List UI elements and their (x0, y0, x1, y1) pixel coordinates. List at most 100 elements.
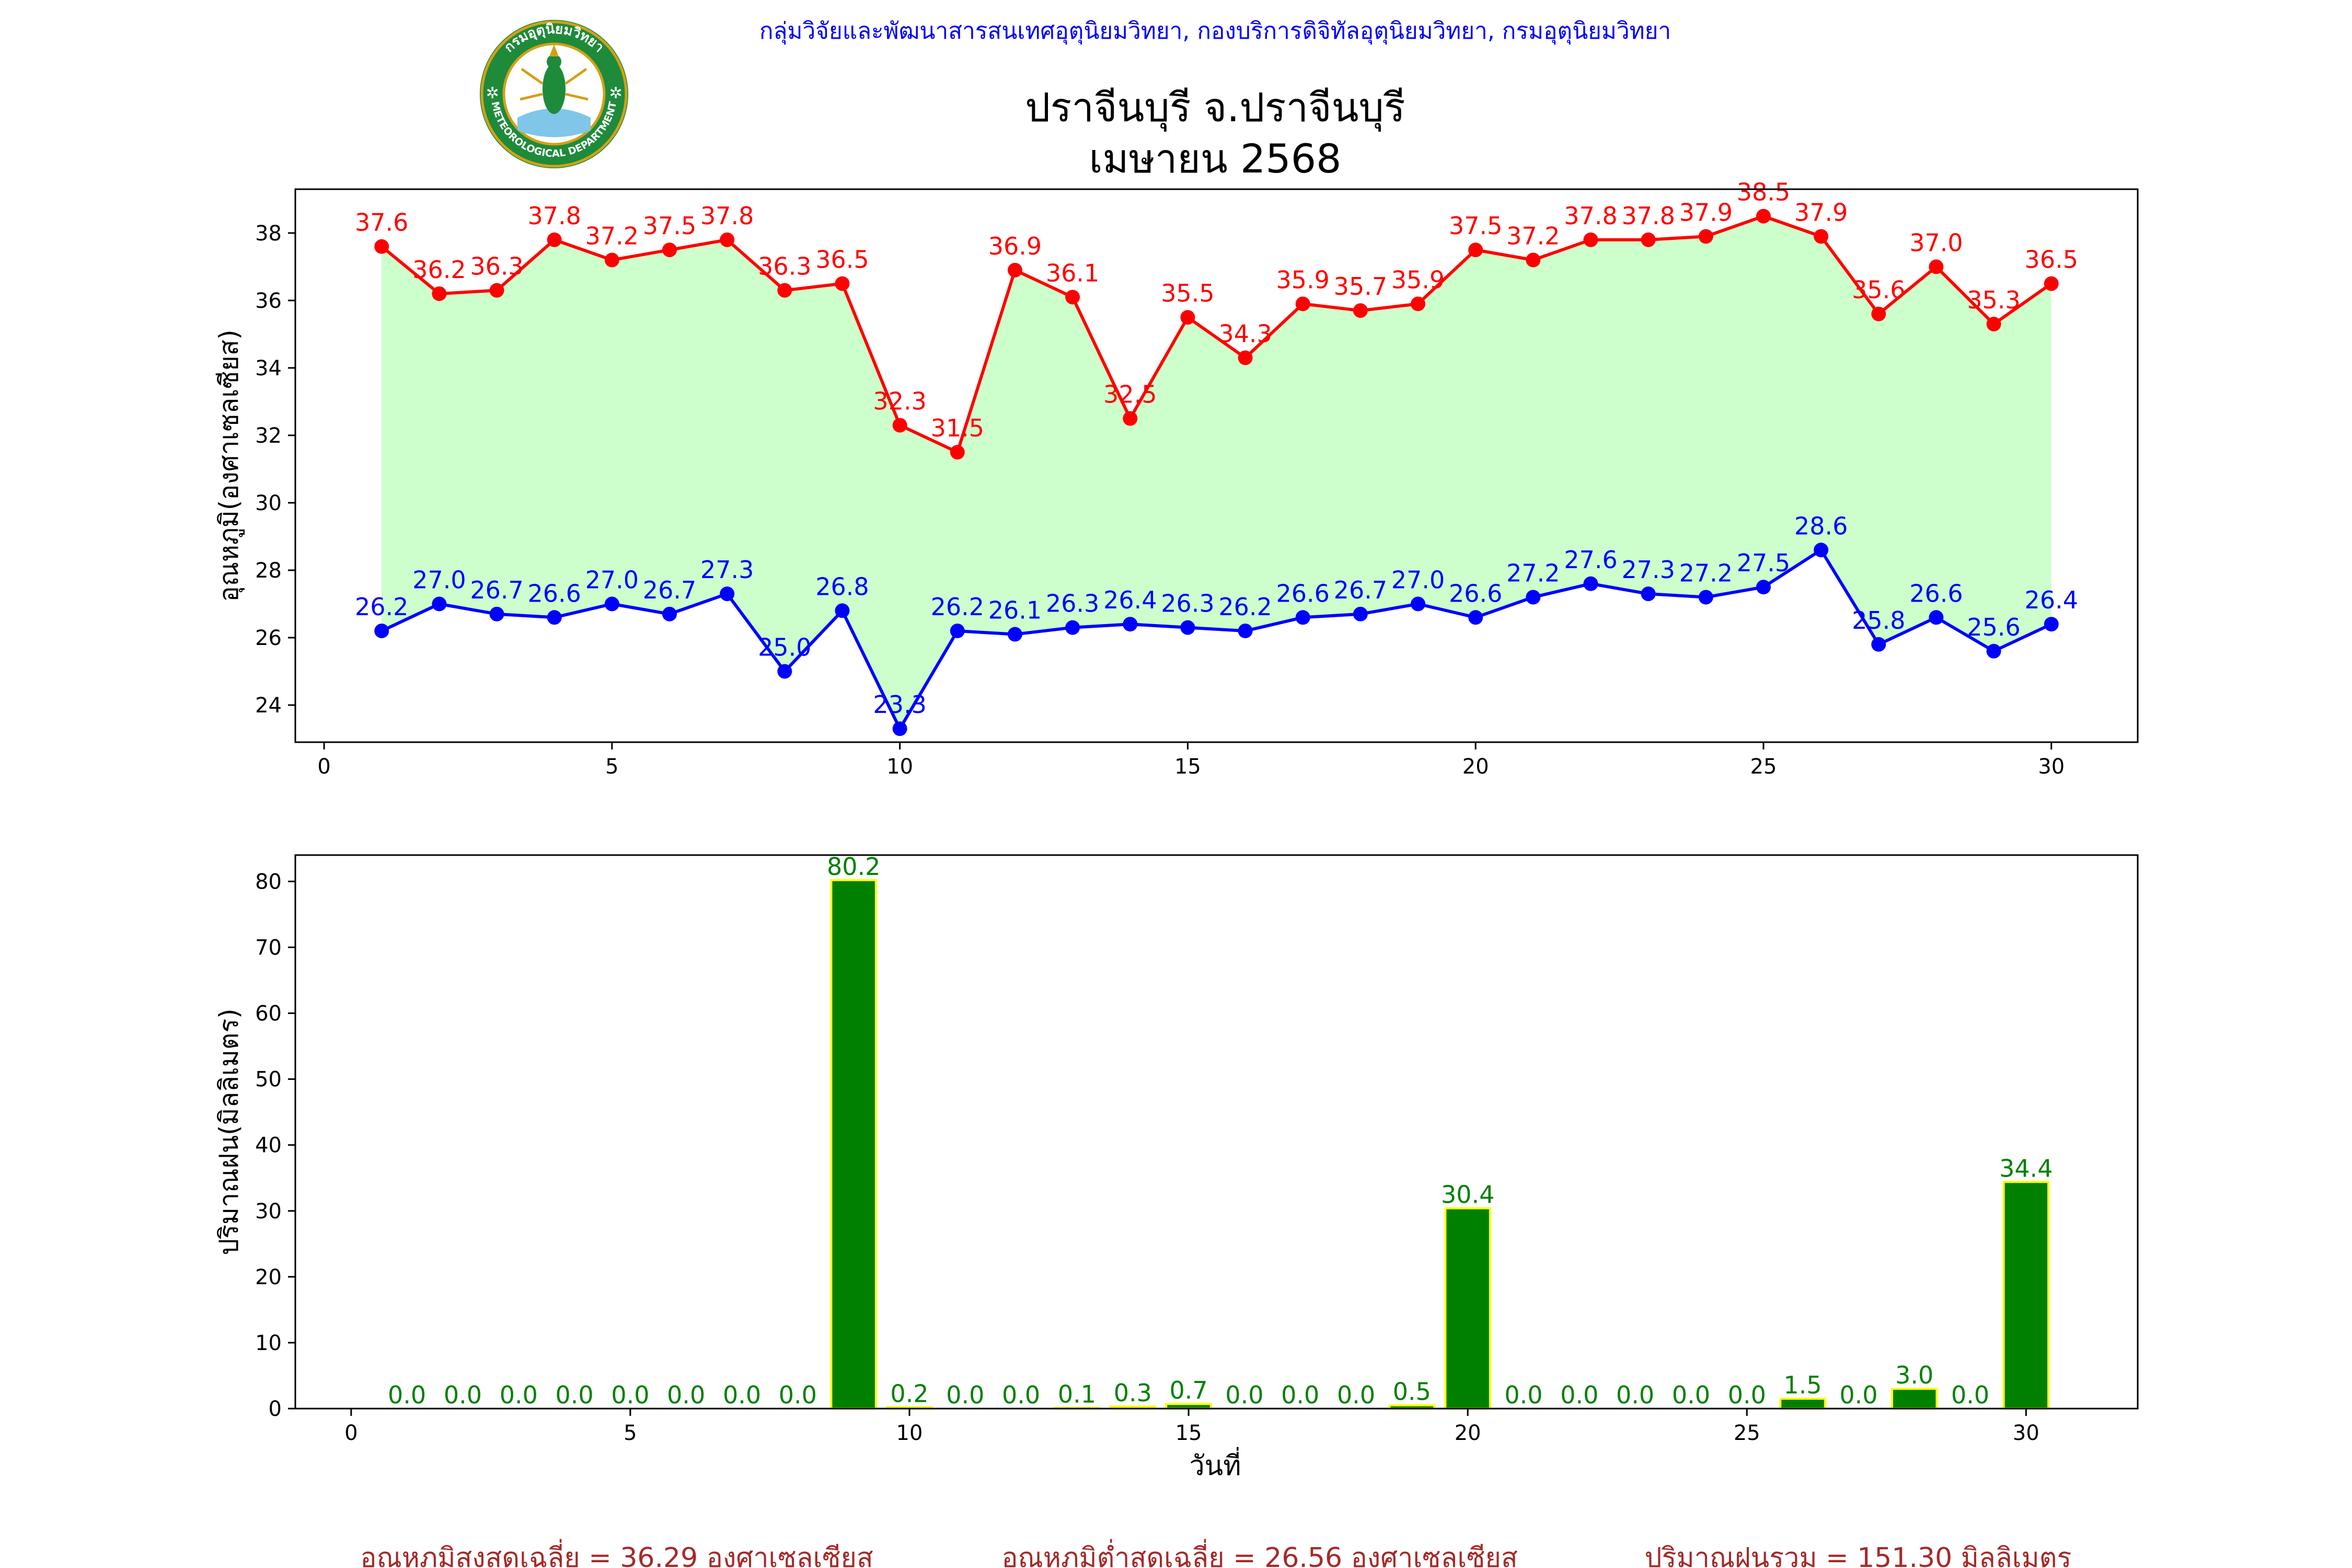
rainfall-value-label: 0.0 (611, 1381, 649, 1409)
temperature-range-fill (382, 216, 2051, 729)
max-temperature-series (374, 209, 2059, 460)
min-temperature-label: 27.0 (412, 566, 466, 594)
max-temperature-point (1756, 209, 1771, 224)
rainfall-value-label: 0.0 (388, 1381, 426, 1409)
max-temperature-point (1871, 306, 1886, 321)
seal-star-left: ✲ (486, 84, 499, 102)
rainfall-chart: 0.0 0.0 0.0 0.0 0.0 0.0 0.0 0.0 80.2 0.2 0.0 0.0 0.1… (214, 852, 2139, 1482)
min-temperature-label: 26.7 (643, 576, 696, 604)
max-temperature-point (1353, 303, 1368, 318)
rainfall-value-label: 0.0 (1616, 1381, 1654, 1409)
seal-deity-figure (543, 64, 566, 114)
rainfall-y-tick-label: 0 (269, 1397, 282, 1421)
rainfall-value-label: 0.3 (1114, 1379, 1152, 1407)
max-temperature-point (835, 276, 850, 291)
min-temperature-point (1814, 543, 1829, 558)
max-temperature-label: 34.3 (1218, 320, 1272, 348)
max-temperature-point (604, 252, 619, 268)
max-temperature-label: 32.5 (1103, 381, 1157, 409)
rainfall-value-label: 0.0 (946, 1381, 984, 1409)
min-temperature-label: 26.8 (815, 572, 869, 601)
rainfall-value-label: 0.0 (1504, 1381, 1542, 1409)
min-temperature-point (1698, 590, 1713, 605)
max-temperature-label: 37.9 (1679, 198, 1733, 226)
min-temperature-label: 25.8 (1852, 606, 1905, 635)
rainfall-value-label: 0.2 (890, 1379, 928, 1408)
min-temperature-label: 26.6 (1909, 579, 1963, 607)
min-temperature-label: 26.1 (988, 596, 1042, 625)
organization-header: กลุ่มวิจัยและพัฒนาสารสนเทศอุตุนิยมวิทยา,… (759, 18, 1671, 45)
max-temperature-label: 36.5 (2025, 246, 2078, 274)
max-temperature-point (1007, 262, 1022, 278)
min-temperature-label: 27.2 (1679, 559, 1733, 587)
max-temperature-point (1238, 350, 1253, 365)
rainfall-value-label: 0.0 (1672, 1381, 1710, 1409)
rainfall-value-label: 80.2 (827, 852, 880, 881)
seal-lightning-rays (520, 67, 589, 101)
rainfall-x-tick-label: 0 (344, 1421, 358, 1445)
chart-title-station: ปราจีนบุรี จ.ปราจีนบุรี (1025, 84, 1405, 132)
rainfall-bar (1891, 1388, 1938, 1410)
min-temperature-label: 26.3 (1046, 590, 1099, 618)
rainfall-y-tick-label: 20 (255, 1265, 282, 1289)
max-temperature-point (1411, 296, 1426, 312)
min-temperature-label: 25.6 (1967, 613, 2020, 641)
temperature-x-tick-label: 20 (1462, 755, 1489, 779)
rainfall-x-tick-label: 5 (624, 1421, 637, 1445)
min-temperature-label: 26.6 (1276, 579, 1330, 607)
max-temperature-point (950, 445, 965, 460)
max-temperature-label: 37.8 (1621, 202, 1675, 230)
max-temperature-label: 36.5 (815, 246, 869, 274)
max-temperature-point (1526, 252, 1541, 268)
rainfall-value-label: 0.0 (1951, 1381, 1989, 1409)
rainfall-bar (2002, 1181, 2050, 1410)
seal-star-right: ✲ (609, 84, 622, 102)
rainfall-x-tick-label: 10 (896, 1421, 923, 1445)
temperature-x-tick-label: 15 (1174, 755, 1201, 779)
rainfall-value-label: 0.0 (1839, 1381, 1877, 1409)
max-temperature-point (1295, 296, 1310, 312)
min-temperature-series (374, 543, 2059, 736)
max-temperature-point (662, 243, 677, 258)
max-temperature-label: 37.9 (1794, 198, 1848, 226)
min-temperature-point (1238, 624, 1253, 639)
rainfall-value-label: 0.5 (1393, 1378, 1431, 1406)
max-temperature-label: 37.2 (1506, 222, 1560, 250)
max-temperature-point (1929, 259, 1944, 274)
max-temperature-point (1698, 229, 1713, 244)
rainfall-y-tick-label: 60 (255, 1002, 282, 1026)
min-temperature-point (604, 596, 619, 612)
min-temperature-line (381, 548, 2053, 731)
min-temperature-label: 28.6 (1794, 512, 1848, 540)
summary-avg-min-temperature: อุณหภูมิต่ำสุดเฉลี่ย = 26.56 องศาเซลเซีย… (1001, 1539, 1517, 1568)
max-temperature-label: 35.9 (1391, 266, 1445, 294)
max-temperature-line (381, 214, 2053, 454)
temperature-plot-frame (294, 188, 2139, 743)
max-temperature-label: 36.3 (758, 252, 811, 281)
rainfall-value-label: 0.0 (779, 1381, 817, 1409)
rainfall-value-label: 0.0 (1225, 1381, 1263, 1409)
max-temperature-label: 36.2 (412, 256, 466, 284)
min-temperature-label: 26.6 (527, 579, 581, 607)
min-temperature-point (835, 603, 850, 618)
min-temperature-point (1986, 643, 2001, 659)
min-temperature-point (892, 721, 907, 736)
min-temperature-label: 26.4 (1103, 586, 1157, 614)
max-temperature-label: 37.8 (700, 202, 754, 230)
rainfall-x-tick-label: 15 (1175, 1421, 1202, 1445)
max-temperature-point (1123, 411, 1138, 426)
temperature-x-tick-label: 25 (1750, 755, 1777, 779)
min-temperature-point (1353, 606, 1368, 621)
min-temperature-point (547, 610, 562, 625)
min-temperature-point (1641, 586, 1656, 602)
min-temperature-label: 26.3 (1161, 590, 1214, 618)
rainfall-value-label: 3.0 (1895, 1361, 1933, 1389)
min-temperature-point (1756, 580, 1771, 595)
min-temperature-label: 27.6 (1564, 546, 1617, 574)
max-temperature-label: 36.1 (1046, 259, 1099, 287)
max-temperature-label: 35.9 (1276, 266, 1330, 294)
max-temperature-label: 37.8 (527, 202, 581, 230)
rainfall-value-label: 0.0 (1560, 1381, 1598, 1409)
temperature-y-tick-label: 34 (255, 356, 282, 381)
